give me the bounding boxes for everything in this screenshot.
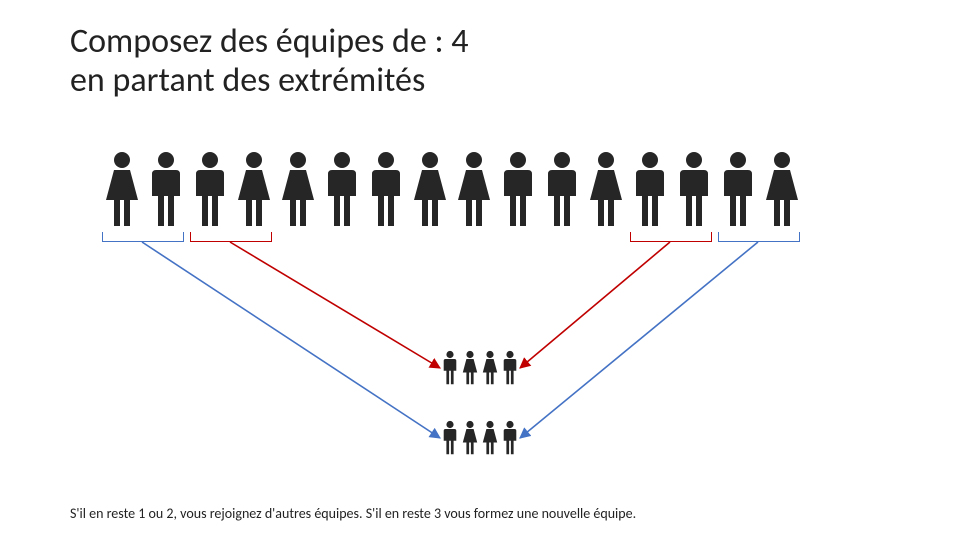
group-bracket	[102, 232, 184, 242]
person-icon	[440, 420, 460, 456]
person-icon	[500, 420, 520, 456]
group-arrow	[230, 242, 440, 368]
group-bracket	[190, 232, 272, 242]
diagram-stage	[0, 0, 960, 540]
person-icon	[452, 150, 496, 230]
person-icon	[460, 350, 480, 386]
small-people-group	[440, 350, 520, 386]
person-icon	[672, 150, 716, 230]
person-icon	[440, 350, 460, 386]
person-icon	[232, 150, 276, 230]
person-icon	[500, 350, 520, 386]
group-bracket	[630, 232, 712, 242]
person-icon	[480, 350, 500, 386]
group-arrow	[520, 242, 670, 368]
top-people-row	[100, 150, 804, 230]
person-icon	[144, 150, 188, 230]
group-arrow	[142, 242, 440, 438]
person-icon	[460, 420, 480, 456]
person-icon	[364, 150, 408, 230]
person-icon	[760, 150, 804, 230]
small-people-group	[440, 420, 520, 456]
person-icon	[320, 150, 364, 230]
person-icon	[100, 150, 144, 230]
person-icon	[188, 150, 232, 230]
arrow-layer	[0, 0, 960, 540]
footnote: S'il en reste 1 ou 2, vous rejoignez d'a…	[70, 505, 636, 522]
person-icon	[496, 150, 540, 230]
person-icon	[276, 150, 320, 230]
person-icon	[480, 420, 500, 456]
person-icon	[540, 150, 584, 230]
person-icon	[628, 150, 672, 230]
group-arrow	[520, 242, 758, 438]
person-icon	[584, 150, 628, 230]
person-icon	[716, 150, 760, 230]
person-icon	[408, 150, 452, 230]
group-bracket	[718, 232, 800, 242]
